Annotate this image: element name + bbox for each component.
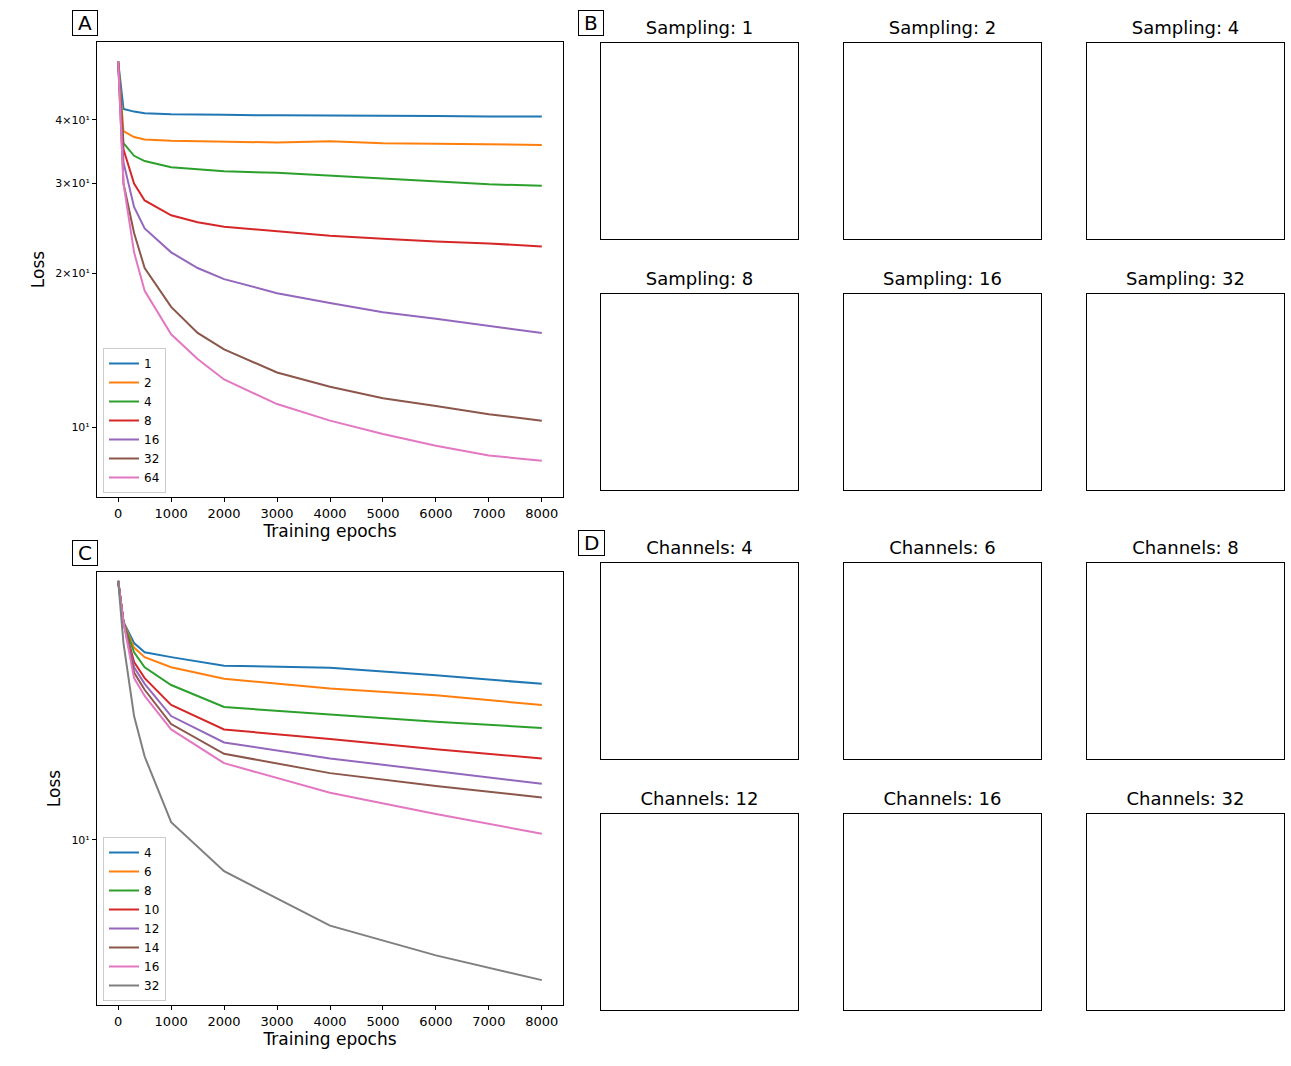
svg-text:10¹: 10¹	[71, 421, 89, 434]
html-text:A: A	[78, 11, 92, 35]
svg-text:5000: 5000	[366, 1014, 399, 1029]
html-text:D: D	[584, 531, 600, 555]
svg-text:1: 1	[144, 357, 152, 371]
svg-text:16: 16	[144, 960, 159, 974]
svg-text:2×10¹: 2×10¹	[55, 267, 90, 280]
svg-text:6: 6	[144, 865, 152, 879]
svg-text:4: 4	[144, 846, 152, 860]
svg-text:32: 32	[144, 452, 159, 466]
html-text:Channels: 32: Channels: 32	[1126, 788, 1245, 809]
html-text:Sampling: 16: Sampling: 16	[883, 268, 1002, 289]
svg-text:Training epochs: Training epochs	[262, 521, 396, 541]
svg-text:3×10¹: 3×10¹	[55, 177, 90, 190]
svg-text:10¹: 10¹	[71, 834, 89, 847]
svg-text:16: 16	[144, 433, 159, 447]
svg-text:6000: 6000	[419, 1014, 452, 1029]
svg-text:3000: 3000	[261, 1014, 294, 1029]
svg-text:1000: 1000	[155, 506, 188, 521]
html-text:Channels: 8: Channels: 8	[1132, 537, 1239, 558]
svg-text:10: 10	[144, 903, 159, 917]
svg-text:7000: 7000	[472, 1014, 505, 1029]
svg-text:8000: 8000	[525, 506, 558, 521]
html-text:B: B	[584, 11, 598, 35]
html-text:Sampling: 4: Sampling: 4	[1131, 17, 1240, 38]
svg-text:3000: 3000	[261, 506, 294, 521]
svg-text:14: 14	[144, 941, 159, 955]
svg-text:8000: 8000	[525, 1014, 558, 1029]
svg-text:8: 8	[144, 414, 152, 428]
svg-text:Loss: Loss	[44, 770, 64, 807]
html-text:Sampling: 32: Sampling: 32	[1126, 268, 1245, 289]
html-text:Channels: 16: Channels: 16	[883, 788, 1002, 809]
svg-text:1000: 1000	[155, 1014, 188, 1029]
svg-text:64: 64	[144, 471, 159, 485]
svg-text:12: 12	[144, 922, 159, 936]
svg-text:7000: 7000	[472, 506, 505, 521]
svg-text:4: 4	[144, 395, 152, 409]
html-text:Channels: 6: Channels: 6	[889, 537, 996, 558]
svg-text:0: 0	[114, 1014, 122, 1029]
svg-text:4000: 4000	[313, 506, 346, 521]
svg-text:2: 2	[144, 376, 152, 390]
svg-text:Loss: Loss	[28, 251, 48, 288]
svg-text:Training epochs: Training epochs	[262, 1029, 396, 1049]
svg-text:6000: 6000	[419, 506, 452, 521]
html-text:Sampling: 1: Sampling: 1	[645, 17, 754, 38]
svg-text:8: 8	[144, 884, 152, 898]
svg-text:4000: 4000	[313, 1014, 346, 1029]
svg-text:4×10¹: 4×10¹	[55, 114, 90, 127]
html-text:Channels: 12: Channels: 12	[640, 788, 759, 809]
svg-text:5000: 5000	[366, 506, 399, 521]
svg-text:2000: 2000	[208, 1014, 241, 1029]
svg-text:2000: 2000	[208, 506, 241, 521]
svg-text:0: 0	[114, 506, 122, 521]
html-text:Channels: 4: Channels: 4	[646, 537, 753, 558]
html-text:Sampling: 2: Sampling: 2	[888, 17, 997, 38]
html-text:C: C	[78, 541, 92, 565]
svg-text:32: 32	[144, 979, 159, 993]
html-text:Sampling: 8: Sampling: 8	[645, 268, 754, 289]
